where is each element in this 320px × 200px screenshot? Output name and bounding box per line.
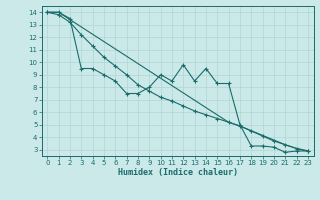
- X-axis label: Humidex (Indice chaleur): Humidex (Indice chaleur): [118, 168, 237, 177]
